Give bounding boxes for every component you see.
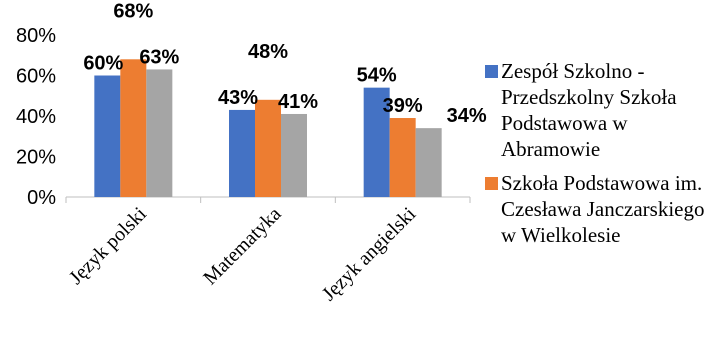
- legend: Zespół Szkolno - Przedszkolny Szkoła Pod…: [485, 58, 723, 256]
- data-label-series-1-2: 43%: [218, 87, 258, 109]
- data-label-series-2-2: 48%: [248, 41, 288, 63]
- bar-series-1-2: [229, 109, 255, 197]
- data-label-series-3-1: 63%: [139, 46, 179, 68]
- data-label-series-1-3: 54%: [357, 65, 397, 87]
- bar-series-3-2: [281, 113, 307, 197]
- bar-series-2-1: [120, 59, 147, 197]
- data-label-series-3-2: 41%: [278, 91, 318, 113]
- category-labels-group: Język polski Matematyka Język angielski: [65, 197, 471, 306]
- y-tick-label: 20%: [16, 147, 56, 169]
- data-label-series-2-1: 68%: [113, 0, 153, 22]
- legend-swatch-series-2: [485, 177, 498, 190]
- y-tick-label: 0%: [27, 187, 56, 209]
- bar-series-3-1: [146, 69, 173, 197]
- category-label-1: Język polski: [65, 203, 151, 289]
- category-label-3: Język angielski: [318, 203, 421, 306]
- legend-swatch-series-1: [485, 65, 498, 78]
- legend-item-series-2: Szkoła Podstawowa im. Czesława Janczarsk…: [485, 170, 723, 248]
- y-tick-label: 60%: [16, 66, 56, 88]
- data-labels-group: 60% 68% 63% 43% 48% 41% 54% 39% 34%: [83, 0, 487, 127]
- data-label-series-2-3: 39%: [383, 95, 423, 117]
- bar-series-2-2: [255, 99, 281, 197]
- bar-series-2-3: [389, 118, 416, 197]
- legend-label-series-2: Szkoła Podstawowa im. Czesława Janczarsk…: [501, 171, 705, 247]
- bar-series-1-1: [94, 75, 121, 197]
- legend-item-series-1: Zespół Szkolno - Przedszkolny Szkoła Pod…: [485, 58, 723, 162]
- bar-series-3-3: [415, 128, 442, 197]
- y-tick-label: 40%: [16, 106, 56, 128]
- bars-group: [94, 59, 442, 197]
- legend-label-series-1: Zespół Szkolno - Przedszkolny Szkoła Pod…: [501, 59, 677, 161]
- data-label-series-1-1: 60%: [83, 53, 123, 75]
- y-tick-label: 80%: [16, 25, 56, 47]
- data-label-series-3-3: 34%: [447, 105, 487, 127]
- y-axis-ticks: 0% 20% 40% 60% 80%: [16, 25, 56, 209]
- category-label-2: Matematyka: [199, 203, 285, 289]
- bar-series-1-3: [363, 87, 390, 197]
